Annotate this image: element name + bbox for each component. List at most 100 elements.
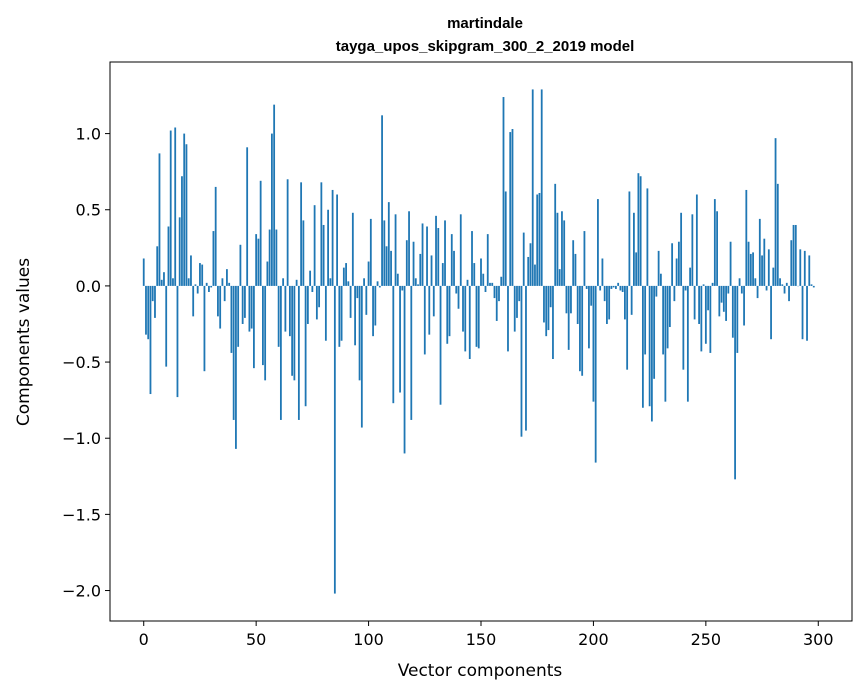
bar xyxy=(174,127,177,286)
bar xyxy=(525,285,527,431)
bar xyxy=(713,199,716,286)
bar xyxy=(489,282,491,286)
bar xyxy=(378,285,381,288)
bar xyxy=(315,285,318,320)
bar xyxy=(552,285,554,360)
bar xyxy=(453,250,455,286)
bar xyxy=(217,285,219,317)
bar xyxy=(329,278,332,286)
bar xyxy=(736,285,739,353)
bar xyxy=(417,284,419,286)
bar xyxy=(693,285,696,320)
bar xyxy=(259,180,262,286)
bar xyxy=(664,285,667,402)
bar xyxy=(273,104,276,286)
bar xyxy=(437,228,440,286)
bar xyxy=(462,285,464,332)
bar xyxy=(264,285,267,381)
bar xyxy=(561,211,563,286)
bar xyxy=(237,285,240,347)
bar xyxy=(500,276,503,286)
bar xyxy=(331,189,334,286)
plot-frame xyxy=(109,61,853,622)
bar xyxy=(480,258,482,286)
bar xyxy=(729,241,732,286)
bar xyxy=(210,285,213,288)
bar xyxy=(223,285,226,302)
bar xyxy=(464,285,467,352)
bar xyxy=(232,285,235,420)
bar xyxy=(196,285,199,294)
bar xyxy=(288,285,291,337)
bar xyxy=(810,284,813,286)
bar xyxy=(756,285,759,299)
bar xyxy=(579,285,581,372)
bar xyxy=(201,264,204,286)
y-tick-label: 0.0 xyxy=(76,277,101,296)
bars-group xyxy=(142,89,815,594)
bar xyxy=(608,285,611,320)
bar xyxy=(356,285,359,299)
bar xyxy=(758,218,761,286)
bar xyxy=(531,89,534,286)
bar xyxy=(615,285,617,289)
bar xyxy=(392,285,395,404)
bar xyxy=(576,285,579,324)
bar xyxy=(266,261,269,286)
bar xyxy=(633,212,635,286)
bar xyxy=(752,252,754,286)
y-axis-ticks: −2.0 −1.5 −1.0 −0.5 0.0 0.5 1.0 xyxy=(62,125,110,601)
bar xyxy=(387,202,390,286)
bar xyxy=(641,285,644,408)
bar xyxy=(214,186,217,286)
y-tick-label: 1.0 xyxy=(76,125,101,144)
bar xyxy=(154,285,156,318)
bar xyxy=(226,269,228,286)
bar xyxy=(606,285,608,324)
bar xyxy=(558,269,561,286)
bar xyxy=(767,249,770,286)
bar xyxy=(360,285,363,428)
bar xyxy=(169,130,172,286)
bar xyxy=(675,258,678,286)
bar xyxy=(408,211,410,286)
bar xyxy=(419,253,422,286)
bar xyxy=(700,285,703,352)
bar xyxy=(610,285,613,289)
bar xyxy=(619,285,622,291)
bar xyxy=(322,224,325,286)
bar xyxy=(509,132,512,286)
bar xyxy=(145,285,147,335)
bar xyxy=(342,267,345,286)
bar xyxy=(313,205,316,286)
bar xyxy=(372,285,374,337)
x-tick-label: 50 xyxy=(246,630,266,649)
bar xyxy=(603,285,606,302)
bar xyxy=(716,211,718,286)
bar xyxy=(358,285,361,381)
bar xyxy=(158,153,161,286)
bar xyxy=(689,267,692,286)
bar xyxy=(345,263,347,286)
bar xyxy=(178,217,181,286)
bar xyxy=(228,282,231,286)
bar xyxy=(520,285,523,437)
bar xyxy=(624,285,626,320)
bar xyxy=(473,263,476,286)
bar xyxy=(668,285,671,328)
bar xyxy=(250,285,253,329)
bar xyxy=(255,234,258,286)
bar xyxy=(190,255,192,286)
bar xyxy=(493,285,496,299)
bar xyxy=(743,285,745,326)
bar xyxy=(704,285,707,344)
bar xyxy=(637,173,640,286)
bar xyxy=(527,256,530,286)
bar xyxy=(151,285,154,302)
bar xyxy=(749,253,752,286)
bar xyxy=(412,241,415,286)
bar xyxy=(536,194,539,286)
bar xyxy=(725,285,727,321)
bar xyxy=(761,255,763,286)
